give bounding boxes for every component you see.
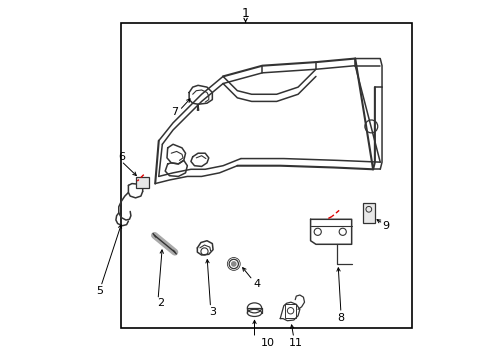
Text: 3: 3	[208, 307, 215, 317]
Circle shape	[231, 262, 235, 266]
Text: 9: 9	[381, 221, 388, 231]
Text: 10: 10	[260, 338, 274, 347]
Text: 8: 8	[337, 312, 344, 323]
Text: 11: 11	[289, 338, 303, 347]
Text: 5: 5	[96, 286, 103, 296]
Text: 4: 4	[253, 279, 260, 289]
Text: 7: 7	[171, 107, 178, 117]
FancyBboxPatch shape	[363, 203, 374, 223]
Bar	[135, 177, 149, 188]
Text: 2: 2	[157, 298, 164, 308]
Text: 1: 1	[241, 8, 249, 21]
Bar	[121, 23, 411, 328]
Text: 6: 6	[118, 152, 124, 162]
Bar	[285, 304, 295, 318]
